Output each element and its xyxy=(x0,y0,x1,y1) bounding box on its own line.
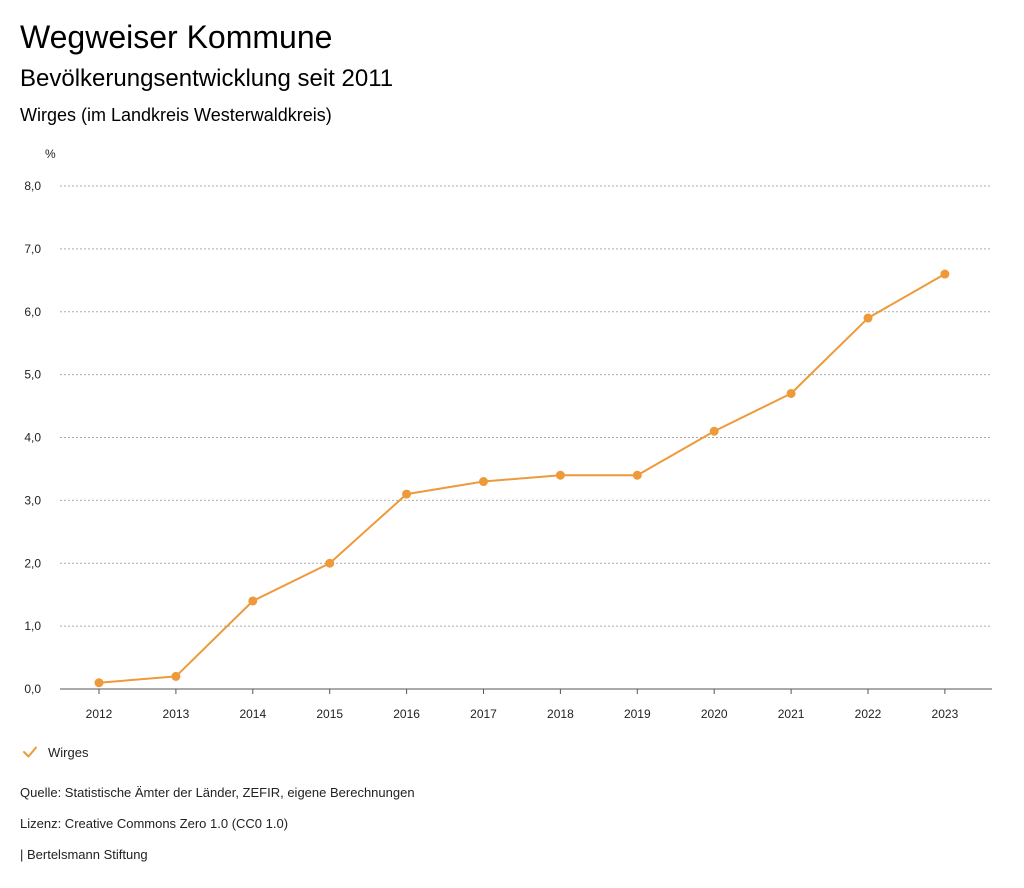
data-point[interactable] xyxy=(940,269,950,279)
publisher-note: | Bertelsmann Stiftung xyxy=(20,847,148,862)
y-tick-label: 3,0 xyxy=(24,493,41,507)
region-label: Wirges (im Landkreis Westerwaldkreis) xyxy=(20,105,332,125)
data-point[interactable] xyxy=(325,558,335,568)
legend-item-wirges[interactable]: Wirges xyxy=(22,744,88,760)
y-tick-label: 5,0 xyxy=(24,368,41,382)
page-title: Wegweiser Kommune xyxy=(20,19,333,55)
y-axis-ticks: 0,0 1,0 2,0 3,0 4,0 5,0 6,0 7,0 8,0 xyxy=(24,179,41,696)
data-point[interactable] xyxy=(248,596,258,606)
x-tick-label: 2018 xyxy=(547,707,574,721)
data-point[interactable] xyxy=(786,388,796,398)
x-tick-label: 2022 xyxy=(855,707,882,721)
x-tick-label: 2017 xyxy=(470,707,497,721)
data-point[interactable] xyxy=(171,671,181,681)
y-axis-unit-label: % xyxy=(45,147,56,161)
grid-lines xyxy=(60,185,992,627)
data-point[interactable] xyxy=(863,313,873,323)
y-tick-label: 0,0 xyxy=(24,682,41,696)
y-tick-label: 2,0 xyxy=(24,556,41,570)
source-note: Quelle: Statistische Ämter der Länder, Z… xyxy=(20,785,415,800)
data-point[interactable] xyxy=(479,477,488,487)
x-tick-label: 2023 xyxy=(932,707,959,721)
y-tick-label: 1,0 xyxy=(24,619,41,633)
y-tick-label: 8,0 xyxy=(24,179,41,193)
data-point[interactable] xyxy=(632,470,642,480)
x-tick-label: 2015 xyxy=(316,707,343,721)
data-point[interactable] xyxy=(709,426,719,436)
x-tick-label: 2012 xyxy=(86,707,113,721)
check-icon xyxy=(23,746,37,758)
x-tick-label: 2013 xyxy=(163,707,190,721)
y-tick-label: 7,0 xyxy=(24,242,41,256)
x-tick-label: 2019 xyxy=(624,707,651,721)
x-tick-label: 2016 xyxy=(393,707,420,721)
x-tick-label: 2014 xyxy=(239,707,266,721)
y-tick-label: 4,0 xyxy=(24,431,41,445)
data-point[interactable] xyxy=(555,470,565,480)
chart-subtitle: Bevölkerungsentwicklung seit 2011 xyxy=(20,65,394,92)
series-line xyxy=(98,273,946,684)
data-point[interactable] xyxy=(94,678,104,688)
x-tick-label: 2020 xyxy=(701,707,728,721)
x-tick-label: 2021 xyxy=(778,707,805,721)
legend-label: Wirges xyxy=(48,744,89,760)
data-point[interactable] xyxy=(402,489,412,499)
x-axis: 2012 2013 2014 2015 2016 2017 2018 2019 2020 2021… xyxy=(60,688,992,721)
y-tick-label: 6,0 xyxy=(24,305,41,319)
license-note: Lizenz: Creative Commons Zero 1.0 (CC0 1… xyxy=(20,816,289,831)
series-wirges xyxy=(94,269,950,688)
